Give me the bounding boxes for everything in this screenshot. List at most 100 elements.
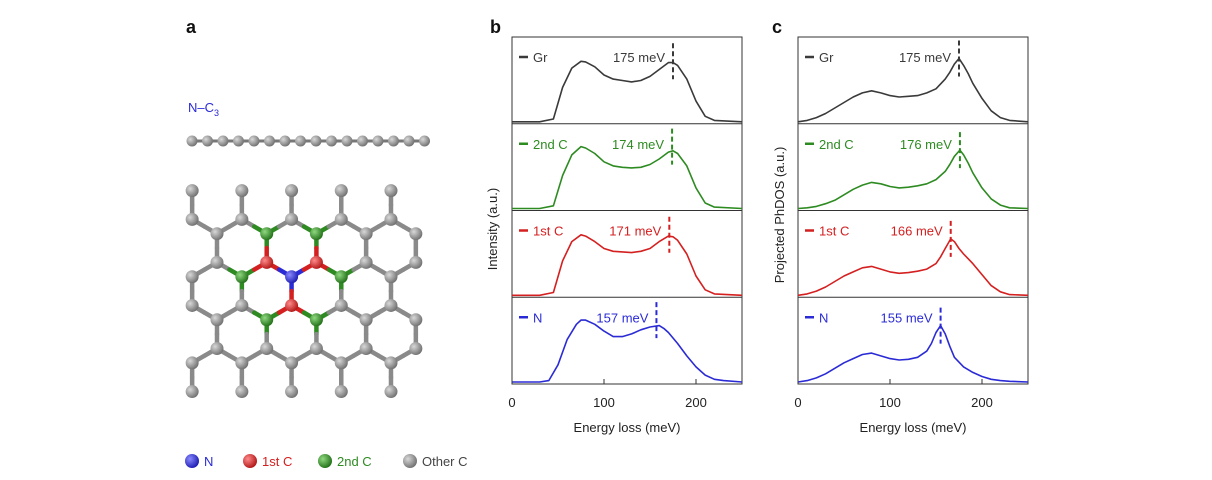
other-carbon-atom — [309, 342, 323, 355]
other-carbon-atom — [285, 356, 299, 370]
peak-label: 175 meV — [613, 50, 665, 65]
side-view-atom — [264, 135, 275, 147]
second-carbon-atom — [309, 227, 323, 241]
n-c3-label-sub: 3 — [214, 108, 219, 118]
other-carbon-atom — [384, 298, 398, 312]
panel-c-xlabel: Energy loss (meV) — [860, 420, 967, 435]
other-carbon-atom — [185, 356, 199, 370]
first-carbon-atom — [260, 255, 274, 269]
second-carbon-atom — [260, 227, 274, 241]
other-carbon-atom — [334, 184, 348, 198]
x-tick-label: 100 — [879, 395, 901, 410]
series-line-1st-c — [797, 238, 1029, 297]
side-view-atom — [341, 135, 353, 147]
legend-marker-n — [185, 454, 199, 468]
other-carbon-atom — [359, 255, 373, 269]
legend-label-n: N — [204, 454, 213, 469]
panel-b: b Intensity (a.u.) Gr 175 meV 2nd C 174 meV… — [485, 17, 743, 435]
series-line-2nd-c — [797, 149, 1029, 210]
nitrogen-atom — [285, 270, 299, 284]
peak-label: 157 meV — [596, 310, 648, 325]
other-carbon-atom — [359, 342, 373, 355]
x-tick-label: 200 — [971, 395, 993, 410]
other-carbon-atom — [334, 356, 348, 370]
second-carbon-atom — [334, 270, 348, 284]
side-view-atom — [248, 135, 260, 147]
other-carbon-atom — [185, 270, 199, 284]
other-carbon-atom — [384, 385, 398, 399]
other-carbon-atom — [359, 313, 373, 327]
legend-label-other-c: Other C — [422, 454, 468, 469]
x-tick-label: 0 — [508, 395, 515, 410]
other-carbon-atom — [409, 255, 423, 269]
other-carbon-atom — [384, 270, 398, 284]
side-view-atom — [357, 135, 368, 147]
panel-c: c Projected PhDOS (a.u.) Gr 175 meV 2nd C 1… — [772, 17, 1029, 435]
panel-c-plot: Gr 175 meV 2nd C 176 meV 1st C 166 meV N 155 me… — [794, 36, 1029, 410]
series-line-n — [512, 319, 743, 383]
second-carbon-atom — [235, 270, 249, 284]
other-carbon-atom — [359, 227, 373, 241]
side-view-atom — [419, 135, 430, 147]
second-carbon-atom — [260, 313, 274, 327]
other-carbon-atom — [334, 385, 348, 399]
peak-label: 175 meV — [899, 50, 951, 65]
other-carbon-atom — [384, 184, 398, 198]
other-carbon-atom — [285, 385, 299, 399]
other-carbon-atom — [235, 298, 249, 312]
side-view-atom — [310, 135, 322, 147]
other-carbon-atom — [185, 184, 199, 198]
panel-b-xlabel: Energy loss (meV) — [574, 420, 681, 435]
other-carbon-atom — [409, 342, 423, 355]
lattice-top-view — [185, 184, 423, 399]
other-carbon-atom — [185, 385, 199, 399]
legend-marker-2nd-c — [318, 454, 332, 468]
other-carbon-atom — [185, 298, 199, 312]
side-view-atom — [202, 135, 213, 147]
other-carbon-atom — [409, 313, 423, 327]
other-carbon-atom — [285, 212, 299, 226]
other-carbon-atom — [384, 212, 398, 226]
series-line-gr — [797, 57, 1029, 123]
side-view-atom — [326, 135, 337, 147]
series-legend-label: 1st C — [533, 224, 563, 239]
series-legend-label: 2nd C — [533, 137, 568, 152]
other-carbon-atom — [210, 255, 224, 269]
other-carbon-atom — [334, 298, 348, 312]
series-legend-label: Gr — [533, 50, 548, 65]
x-tick-label: 0 — [794, 395, 801, 410]
side-view-atom — [372, 135, 384, 147]
second-carbon-atom — [309, 313, 323, 327]
side-view-atom — [403, 135, 415, 147]
other-carbon-atom — [235, 385, 249, 399]
panel-b-letter: b — [490, 17, 501, 37]
legend-marker-other-c — [403, 454, 417, 468]
side-view-atom — [186, 135, 198, 147]
other-carbon-atom — [260, 342, 274, 355]
side-view-atom — [295, 135, 306, 147]
peak-label: 174 meV — [612, 137, 664, 152]
panel-b-plot: Gr 175 meV 2nd C 174 meV 1st C 171 meV N 157 me… — [508, 36, 743, 410]
panel-a-letter: a — [186, 17, 197, 37]
side-view-atom — [233, 135, 244, 147]
n-c3-label: N–C3 — [188, 100, 219, 118]
series-legend-label: N — [533, 310, 542, 325]
other-carbon-atom — [334, 212, 348, 226]
other-carbon-atom — [235, 356, 249, 370]
other-carbon-atom — [185, 212, 199, 226]
first-carbon-atom — [285, 298, 299, 312]
x-tick-label: 100 — [593, 395, 615, 410]
peak-label: 166 meV — [891, 224, 943, 239]
side-view-chain — [186, 135, 430, 147]
other-carbon-atom — [409, 227, 423, 241]
panel-a: a N–C3 N 1st C 2nd C Other C — [185, 17, 468, 469]
other-carbon-atom — [235, 184, 249, 198]
peak-label: 155 meV — [881, 310, 933, 325]
series-legend-label: Gr — [819, 50, 834, 65]
n-c3-label-main: N–C — [188, 100, 214, 115]
side-view-atom — [279, 135, 291, 147]
series-legend-label: 2nd C — [819, 137, 854, 152]
peak-label: 171 meV — [609, 224, 661, 239]
series-line-n — [797, 324, 1029, 383]
other-carbon-atom — [384, 356, 398, 370]
